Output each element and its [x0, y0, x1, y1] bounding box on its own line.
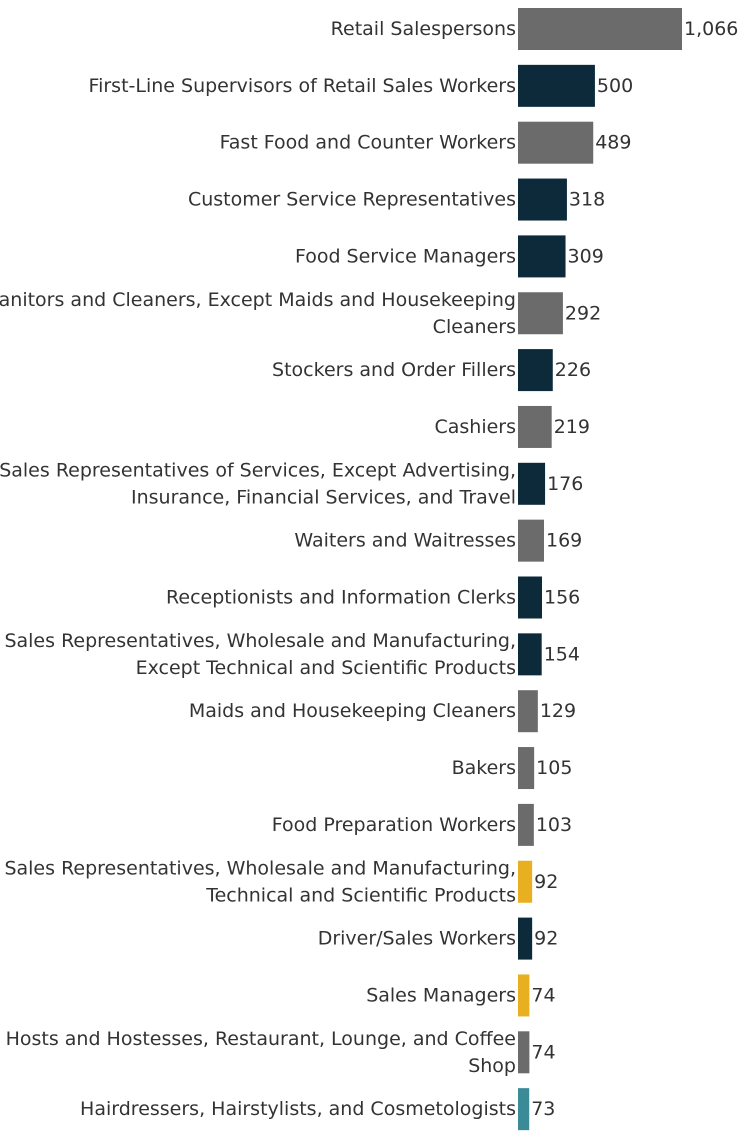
bar: [518, 64, 595, 107]
bar: [518, 462, 546, 505]
bar: [518, 860, 533, 903]
value-label: 309: [568, 245, 604, 267]
value-label: 154: [544, 643, 580, 665]
value-label: 489: [595, 132, 631, 154]
value-label: 74: [531, 1041, 555, 1063]
category-label: Janitors and Cleaners, Except Maids and …: [0, 289, 516, 338]
value-label: 92: [534, 871, 558, 893]
category-label: Hairdressers, Hairstylists, and Cosmetol…: [80, 1098, 516, 1120]
bar: [518, 1088, 530, 1131]
category-label: Sales Managers: [366, 984, 516, 1006]
category-label: Waiters and Waitresses: [294, 530, 516, 552]
category-label: Cashiers: [434, 416, 516, 438]
value-label: 92: [534, 928, 558, 950]
bar: [518, 8, 682, 50]
category-label: Food Service Managers: [295, 245, 516, 267]
bar: [518, 974, 530, 1017]
bar: [518, 747, 535, 790]
category-label: Driver/Sales Workers: [318, 928, 516, 950]
bar: [518, 633, 542, 676]
value-label: 292: [565, 302, 601, 324]
category-label: Sales Representatives, Wholesale and Man…: [4, 630, 516, 679]
category-label: Customer Service Representatives: [188, 189, 516, 211]
bar: [518, 178, 567, 221]
category-label: Stockers and Order Fillers: [272, 359, 516, 381]
value-label: 103: [536, 814, 572, 836]
bar: [518, 121, 594, 164]
bar: [518, 235, 566, 278]
bar: [518, 917, 533, 960]
value-label: 226: [555, 359, 591, 381]
value-label: 500: [597, 75, 633, 97]
category-label: Sales Representatives of Services, Excep…: [0, 459, 516, 508]
bar: [518, 690, 538, 733]
bar: [518, 292, 563, 335]
category-label: Bakers: [452, 757, 516, 779]
bar: [518, 349, 553, 392]
category-label: First-Line Supervisors of Retail Sales W…: [89, 75, 516, 97]
value-label: 318: [569, 189, 605, 211]
value-label: 73: [531, 1098, 555, 1120]
category-label: Sales Representatives, Wholesale and Man…: [4, 857, 516, 906]
bar: [518, 803, 534, 846]
value-label: 156: [544, 587, 580, 609]
bar: [518, 1031, 530, 1074]
value-label: 74: [531, 984, 555, 1006]
category-label: Hosts and Hostesses, Restaurant, Lounge,…: [6, 1028, 516, 1077]
bar: [518, 576, 542, 619]
bar: [518, 405, 552, 448]
category-label: Retail Salespersons: [331, 18, 516, 40]
category-label: Fast Food and Counter Workers: [220, 132, 516, 154]
category-label: Maids and Housekeeping Cleaners: [189, 700, 516, 722]
value-label: 129: [540, 700, 576, 722]
category-label: Food Preparation Workers: [272, 814, 516, 836]
bar: [518, 519, 544, 562]
value-label: 169: [546, 530, 582, 552]
value-label: 105: [536, 757, 572, 779]
value-label: 1,066: [684, 18, 738, 40]
value-label: 219: [554, 416, 590, 438]
value-label: 176: [547, 473, 583, 495]
category-label: Receptionists and Information Clerks: [166, 587, 516, 609]
